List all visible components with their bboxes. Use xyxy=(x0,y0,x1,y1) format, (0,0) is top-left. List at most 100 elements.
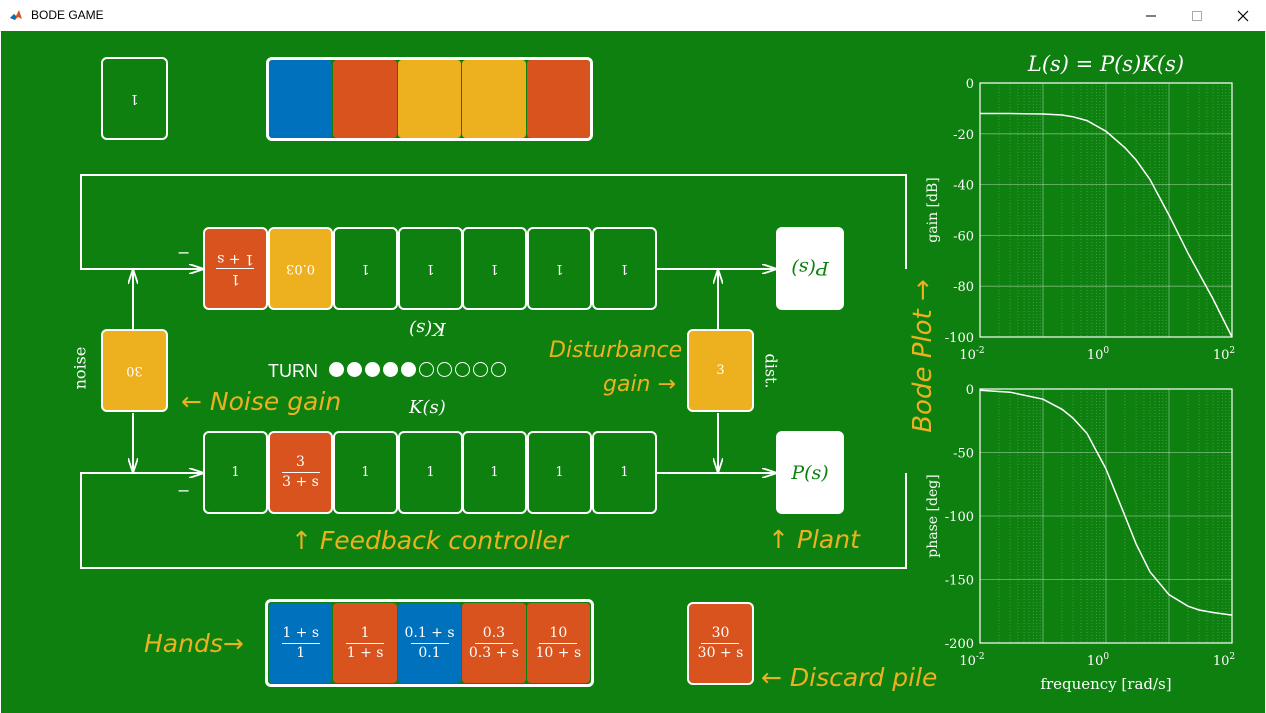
close-button[interactable] xyxy=(1220,0,1266,31)
card-numerator: 30 xyxy=(711,625,730,641)
opponent-hand-card-back xyxy=(269,60,333,138)
player-controller-slot-3[interactable]: 1 xyxy=(333,431,398,514)
card-value: 1 xyxy=(130,91,139,106)
card-fraction: 0.1 + s 0.1 xyxy=(404,625,454,662)
player-controller-slot-7[interactable]: 1 xyxy=(592,431,657,514)
opponent-noise-card[interactable]: 1 xyxy=(101,57,168,140)
card-value: 3 xyxy=(716,363,725,378)
card-fraction: 1 1 + s xyxy=(346,624,385,662)
disturbance-side-label: dist. xyxy=(761,353,781,389)
card-denominator: 1 + s xyxy=(346,644,384,661)
opponent-controller-slot-6[interactable]: 1 xyxy=(527,227,592,310)
card-value: 1 xyxy=(620,261,629,276)
opponent-controller-slot-2[interactable]: 0.03 xyxy=(268,227,333,310)
hand-card-4[interactable]: 0.3 0.3 + s xyxy=(462,603,526,683)
card-denominator: 10 + s xyxy=(535,644,582,661)
card-value: 1 xyxy=(426,465,435,480)
turn-dot-empty xyxy=(491,362,506,377)
matlab-icon xyxy=(9,8,23,22)
bode-plot-annotation: Bode Plot → xyxy=(908,279,938,433)
hand-card-3[interactable]: 0.1 + s 0.1 xyxy=(397,603,462,683)
hands-annotation: Hands→ xyxy=(144,629,244,658)
card-value: 1 xyxy=(555,465,564,480)
card-denominator: 0.3 + s xyxy=(468,644,519,661)
fraction-bar xyxy=(346,642,385,644)
top-minus-sign: − xyxy=(177,243,191,262)
turn-dot-empty xyxy=(473,362,488,377)
minimize-icon xyxy=(1146,15,1156,16)
window-title: BODE GAME xyxy=(31,8,104,22)
player-plant-card: P(s) xyxy=(776,431,844,514)
discard-pile-annotation: ← Discard pile xyxy=(761,663,938,692)
player-hand: 1 + s 1 1 1 + s 0.1 + s 0.1 0.3 0.3 + s 10 10 + s xyxy=(265,599,594,687)
card-value: 1 xyxy=(361,261,370,276)
player-controller-slot-4[interactable]: 1 xyxy=(398,431,463,514)
opponent-controller-slot-7[interactable]: 1 xyxy=(592,227,657,310)
plant-annotation: ↑ Plant xyxy=(768,525,860,554)
turn-dot-empty xyxy=(437,362,452,377)
card-value: 1 xyxy=(490,465,499,480)
minimize-button[interactable] xyxy=(1128,0,1174,31)
turn-indicator xyxy=(329,362,506,377)
card-numerator: 10 xyxy=(549,624,568,641)
card-numerator: 3 xyxy=(296,454,305,470)
player-controller-slot-6[interactable]: 1 xyxy=(527,431,592,514)
disturbance-annotation-line1: Disturbance xyxy=(549,338,683,363)
card-fraction: 1 1 + s xyxy=(216,250,255,287)
disturbance-gain-card: 3 xyxy=(687,329,754,412)
card-value: 0.03 xyxy=(286,261,315,276)
plant-label: P(s) xyxy=(791,257,829,280)
card-value: 30 xyxy=(126,363,143,378)
noise-side-label: noise xyxy=(70,346,90,390)
hand-card-2[interactable]: 1 1 + s xyxy=(333,603,397,683)
turn-dot-filled xyxy=(401,362,416,377)
opponent-controller-slot-3[interactable]: 1 xyxy=(333,227,398,310)
card-fraction: 1 + s 1 xyxy=(281,625,320,662)
fraction-bar xyxy=(281,472,320,473)
opponent-controller-label: K(s) xyxy=(409,318,446,339)
hand-card-1[interactable]: 1 + s 1 xyxy=(269,603,333,683)
maximize-button[interactable] xyxy=(1174,0,1220,31)
discard-pile-card[interactable]: 30 30 + s xyxy=(687,602,754,685)
noise-gain-annotation: ← Noise gain xyxy=(181,387,342,416)
feedback-controller-annotation: ↑ Feedback controller xyxy=(291,526,569,555)
player-controller-label: K(s) xyxy=(409,397,446,418)
hand-card-5[interactable]: 10 10 + s xyxy=(526,603,591,683)
card-denominator: 30 + s xyxy=(697,645,744,661)
opponent-hand-card-back xyxy=(526,60,591,138)
player-controller-slot-2[interactable]: 3 3 + s xyxy=(268,431,333,514)
turn-dot-filled xyxy=(347,362,362,377)
opponent-controller-slot-1[interactable]: 1 1 + s xyxy=(203,227,268,310)
fraction-bar xyxy=(216,268,255,269)
card-value: 1 xyxy=(490,261,499,276)
card-numerator: 0.1 + s xyxy=(404,624,455,641)
card-numerator: 1 xyxy=(231,271,240,287)
card-value: 1 xyxy=(620,465,629,480)
card-fraction: 3 3 + s xyxy=(281,454,320,491)
opponent-hand-card-back xyxy=(462,60,526,138)
card-denominator: 0.1 xyxy=(418,644,441,661)
fraction-bar xyxy=(474,642,513,644)
card-denominator: 3 + s xyxy=(282,474,319,490)
turn-label: TURN xyxy=(268,361,318,381)
fraction-bar xyxy=(410,642,449,644)
window-titlebar: BODE GAME xyxy=(0,0,1266,32)
fraction-bar xyxy=(701,643,740,644)
plant-label: P(s) xyxy=(791,461,829,484)
fraction-bar xyxy=(539,642,578,644)
turn-dot-filled xyxy=(383,362,398,377)
card-fraction: 0.3 0.3 + s xyxy=(469,625,519,662)
top-feedback-wire xyxy=(80,174,907,269)
opponent-controller-slot-5[interactable]: 1 xyxy=(462,227,527,310)
player-controller-slot-1[interactable]: 1 xyxy=(203,431,268,514)
card-numerator: 1 xyxy=(360,624,370,641)
bottom-minus-sign: − xyxy=(177,481,191,500)
card-fraction: 30 30 + s xyxy=(698,625,744,662)
card-value: 1 xyxy=(555,261,564,276)
block-diagram-wires xyxy=(80,174,907,569)
opponent-controller-slot-4[interactable]: 1 xyxy=(398,227,463,310)
card-value: 1 xyxy=(361,465,370,480)
turn-dot-filled xyxy=(329,362,344,377)
maximize-icon xyxy=(1192,10,1202,21)
player-controller-slot-5[interactable]: 1 xyxy=(462,431,527,514)
